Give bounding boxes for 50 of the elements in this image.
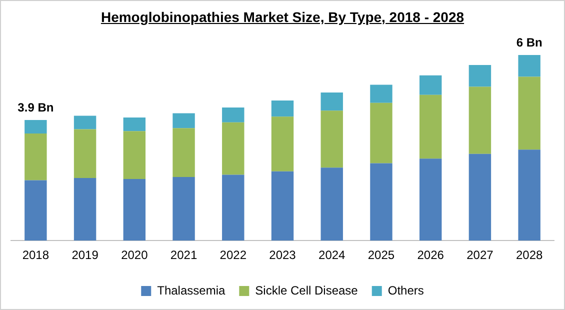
bar — [172, 113, 195, 128]
bar — [370, 102, 392, 164]
bar — [320, 168, 343, 241]
legend-label: Sickle Cell Disease — [255, 283, 358, 298]
bar — [172, 128, 195, 177]
x-tick-label: 2025 — [368, 248, 395, 262]
bar — [518, 76, 540, 150]
bar — [123, 131, 146, 179]
bar — [320, 92, 343, 111]
x-tick-label: 2023 — [269, 248, 296, 262]
bar — [222, 174, 244, 241]
bar — [468, 86, 492, 154]
bar — [222, 122, 244, 175]
bar — [123, 178, 146, 241]
x-tick-label: 2022 — [220, 248, 247, 262]
x-tick-label: 2019 — [72, 248, 99, 262]
bar — [24, 134, 47, 180]
bar — [518, 150, 540, 241]
x-tick-label: 2027 — [466, 248, 494, 262]
bar — [74, 178, 96, 241]
x-tick-label: 2020 — [121, 248, 148, 262]
bar — [468, 154, 492, 241]
x-tick-label: 2028 — [516, 248, 543, 262]
bar — [518, 55, 540, 77]
bar — [222, 108, 244, 122]
bar — [74, 129, 96, 178]
bar — [419, 75, 442, 95]
bar — [123, 118, 146, 132]
chart-title: Hemoglobinopathies Market Size, By Type, 2018 - 2028 — [100, 9, 466, 27]
bar — [24, 180, 47, 241]
bar — [271, 171, 294, 241]
bar — [271, 100, 294, 117]
bar — [172, 176, 195, 241]
bar — [320, 110, 343, 168]
x-tick-label: 2024 — [318, 248, 346, 262]
bar — [370, 163, 392, 241]
bar — [271, 116, 294, 172]
x-tick-label: 2018 — [22, 248, 50, 262]
bar — [370, 84, 392, 103]
legend-label: Thalassemia — [157, 283, 226, 298]
annotation: 6 Bn — [516, 35, 542, 50]
x-tick-label: 2026 — [417, 248, 444, 262]
bar — [419, 94, 442, 159]
bar — [24, 120, 47, 134]
annotation: 3.9 Bn — [18, 100, 54, 114]
legend-label: Others — [388, 283, 424, 298]
x-tick-label: 2021 — [170, 248, 198, 262]
bar — [419, 158, 442, 241]
bar — [74, 116, 96, 130]
bar — [468, 65, 492, 87]
